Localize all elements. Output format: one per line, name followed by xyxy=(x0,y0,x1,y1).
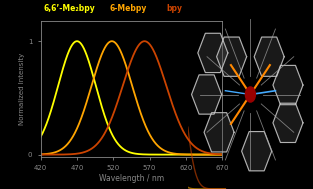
Polygon shape xyxy=(204,113,234,152)
Polygon shape xyxy=(273,103,303,143)
Polygon shape xyxy=(273,65,303,105)
Text: 6,6’-Me₂bpy: 6,6’-Me₂bpy xyxy=(44,4,95,13)
Polygon shape xyxy=(254,37,284,76)
Text: 6-Mebpy: 6-Mebpy xyxy=(110,4,147,13)
Circle shape xyxy=(245,87,255,102)
Text: bpy: bpy xyxy=(166,4,182,13)
Polygon shape xyxy=(242,132,272,171)
Polygon shape xyxy=(198,33,228,73)
Polygon shape xyxy=(217,37,247,76)
Y-axis label: Normalized Intensity: Normalized Intensity xyxy=(19,53,25,125)
Polygon shape xyxy=(192,75,222,114)
X-axis label: Wavelength / nm: Wavelength / nm xyxy=(99,174,164,183)
